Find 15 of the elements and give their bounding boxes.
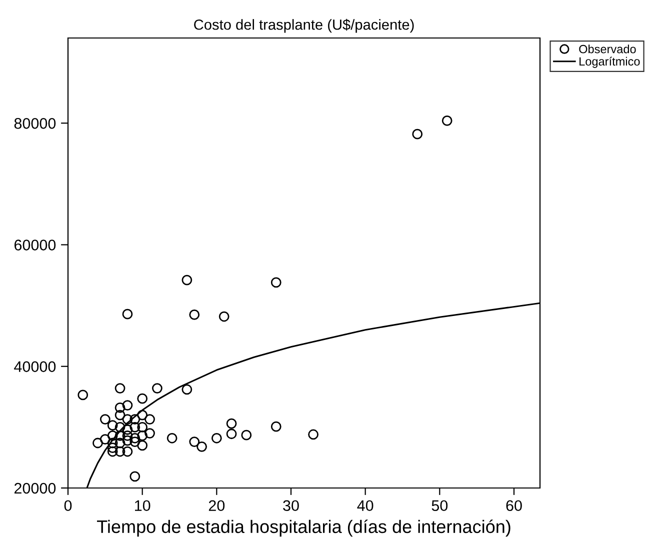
x-tick-label: 20 (208, 500, 225, 512)
x-tick-label: 10 (135, 500, 150, 512)
x-axis-title: Tiempo de estadia hospitalaria (días de internación) (97, 520, 510, 537)
x-tick-label: 30 (283, 500, 299, 512)
y-tick-label: 20000 (14, 482, 56, 494)
x-tick-label: 40 (357, 500, 374, 512)
x-tick-label: 60 (506, 500, 522, 512)
x-tick-label: 0 (64, 500, 72, 512)
chart-title: Costo del trasplante (U$/paciente) (194, 18, 414, 33)
y-tick-label: 60000 (14, 240, 56, 250)
y-tick-label: 40000 (14, 361, 56, 372)
x-tick-label: 50 (432, 500, 448, 512)
y-tick-label: 80000 (14, 118, 56, 129)
legend-label: Observado (579, 44, 636, 54)
legend-label: Logarítmico (580, 56, 640, 68)
